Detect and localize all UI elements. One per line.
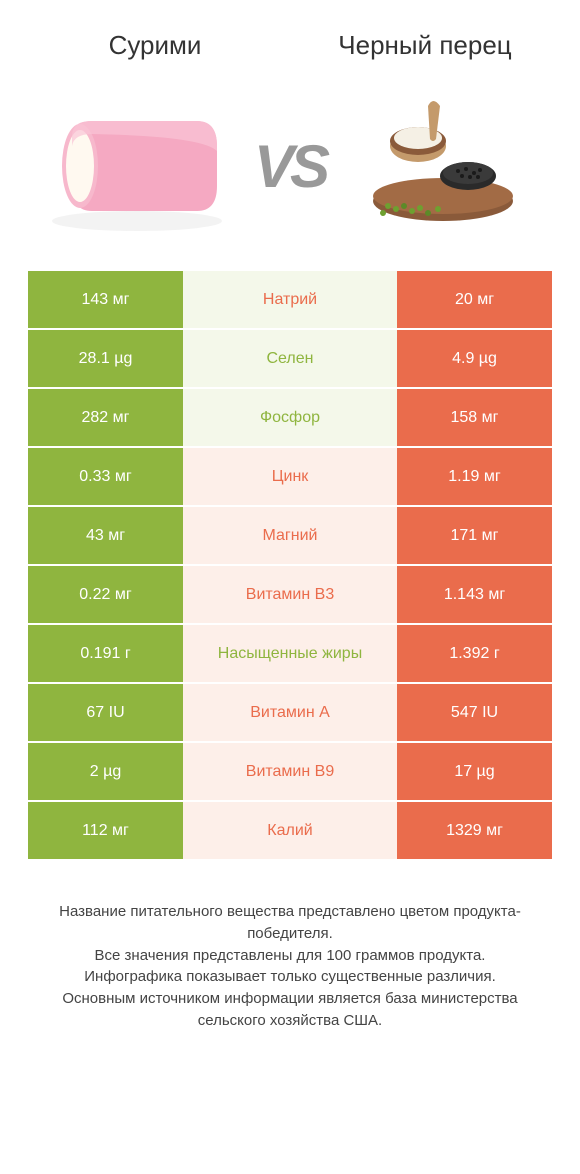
- cell-right-value: 17 µg: [397, 743, 552, 800]
- cell-right-value: 1.143 мг: [397, 566, 552, 623]
- cell-right-value: 158 мг: [397, 389, 552, 446]
- table-row: 0.22 мгВитамин B31.143 мг: [28, 566, 552, 625]
- cell-nutrient-name: Калий: [183, 802, 397, 859]
- cell-nutrient-name: Насыщенные жиры: [183, 625, 397, 682]
- title-surimi: Сурими: [20, 30, 290, 61]
- cell-left-value: 67 IU: [28, 684, 183, 741]
- cell-right-value: 547 IU: [397, 684, 552, 741]
- table-row: 67 IUВитамин A547 IU: [28, 684, 552, 743]
- footer-line-3: Инфографика показывает только существенн…: [30, 966, 550, 988]
- cell-nutrient-name: Витамин B3: [183, 566, 397, 623]
- table-row: 2 µgВитамин B917 µg: [28, 743, 552, 802]
- cell-left-value: 0.22 мг: [28, 566, 183, 623]
- cell-left-value: 143 мг: [28, 271, 183, 328]
- table-row: 282 мгФосфор158 мг: [28, 389, 552, 448]
- cell-nutrient-name: Цинк: [183, 448, 397, 505]
- pepper-icon: [358, 91, 528, 241]
- cell-left-value: 0.191 г: [28, 625, 183, 682]
- footer-line-2: Все значения представлены для 100 граммо…: [30, 945, 550, 967]
- cell-left-value: 112 мг: [28, 802, 183, 859]
- cell-left-value: 2 µg: [28, 743, 183, 800]
- cell-left-value: 28.1 µg: [28, 330, 183, 387]
- cell-left-value: 282 мг: [28, 389, 183, 446]
- surimi-image: [20, 81, 254, 251]
- cell-nutrient-name: Витамин B9: [183, 743, 397, 800]
- vs-row: VS: [0, 71, 580, 271]
- cell-right-value: 1.19 мг: [397, 448, 552, 505]
- vs-label: VS: [254, 132, 326, 201]
- cell-left-value: 43 мг: [28, 507, 183, 564]
- cell-right-value: 20 мг: [397, 271, 552, 328]
- surimi-icon: [42, 96, 232, 236]
- cell-left-value: 0.33 мг: [28, 448, 183, 505]
- cell-right-value: 1.392 г: [397, 625, 552, 682]
- cell-nutrient-name: Магний: [183, 507, 397, 564]
- cell-nutrient-name: Селен: [183, 330, 397, 387]
- cell-right-value: 1329 мг: [397, 802, 552, 859]
- cell-nutrient-name: Витамин A: [183, 684, 397, 741]
- table-row: 28.1 µgСелен4.9 µg: [28, 330, 552, 389]
- header-left-col: Сурими: [20, 30, 290, 61]
- footer-line-4: Основным источником информации является …: [30, 988, 550, 1032]
- header-right-col: Черный перец: [290, 30, 560, 61]
- table-row: 0.33 мгЦинк1.19 мг: [28, 448, 552, 507]
- cell-nutrient-name: Натрий: [183, 271, 397, 328]
- footer-line-1: Название питательного вещества представл…: [30, 901, 550, 945]
- header: Сурими Черный перец: [0, 0, 580, 71]
- pepper-image: [326, 81, 560, 251]
- footer: Название питательного вещества представл…: [0, 861, 580, 1052]
- table-row: 0.191 гНасыщенные жиры1.392 г: [28, 625, 552, 684]
- cell-nutrient-name: Фосфор: [183, 389, 397, 446]
- table-row: 112 мгКалий1329 мг: [28, 802, 552, 861]
- cell-right-value: 4.9 µg: [397, 330, 552, 387]
- title-pepper: Черный перец: [290, 30, 560, 61]
- cell-right-value: 171 мг: [397, 507, 552, 564]
- table-row: 43 мгМагний171 мг: [28, 507, 552, 566]
- table-row: 143 мгНатрий20 мг: [28, 271, 552, 330]
- comparison-table: 143 мгНатрий20 мг28.1 µgСелен4.9 µg282 м…: [28, 271, 552, 861]
